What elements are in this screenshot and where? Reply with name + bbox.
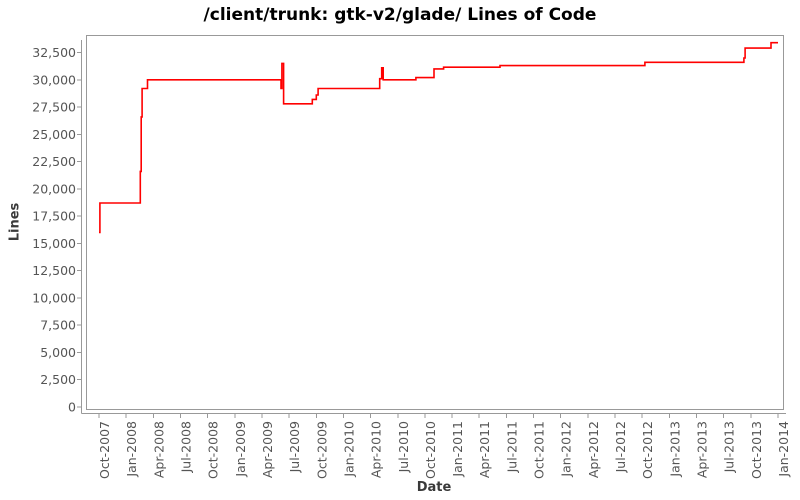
chart-title: /client/trunk: gtk-v2/glade/ Lines of Co… bbox=[203, 5, 597, 25]
y-tick-label: 0 bbox=[68, 400, 76, 415]
y-tick-label: 22,500 bbox=[32, 154, 76, 169]
x-tick-label: Jul-2013 bbox=[722, 421, 737, 473]
x-tick-label: Jul-2009 bbox=[287, 421, 302, 473]
x-tick-label: Jul-2012 bbox=[613, 421, 628, 473]
y-tick-label: 12,500 bbox=[32, 263, 76, 278]
x-tick-label: Oct-2012 bbox=[640, 421, 655, 479]
y-tick-label: 15,000 bbox=[32, 236, 76, 251]
x-tick-label: Oct-2013 bbox=[749, 421, 764, 479]
y-tick-label: 32,500 bbox=[32, 45, 76, 60]
x-tick-label: Oct-2008 bbox=[206, 421, 221, 479]
plot-border bbox=[86, 35, 784, 410]
x-tick-label: Oct-2011 bbox=[532, 421, 547, 479]
x-tick-label: Apr-2011 bbox=[477, 421, 492, 478]
x-tick-label: Oct-2010 bbox=[423, 421, 438, 479]
x-tick-label: Apr-2013 bbox=[695, 421, 710, 478]
y-tick-label: 7,500 bbox=[40, 318, 76, 333]
y-tick-label: 20,000 bbox=[32, 181, 76, 196]
loc-series-line bbox=[99, 41, 778, 234]
y-tick-label: 17,500 bbox=[32, 209, 76, 224]
x-tick-label: Apr-2009 bbox=[260, 421, 275, 478]
x-tick-label: Apr-2012 bbox=[586, 421, 601, 478]
x-tick-label: Jul-2010 bbox=[396, 421, 411, 473]
x-tick-label: Jan-2011 bbox=[450, 421, 465, 478]
x-tick-label: Jan-2009 bbox=[233, 421, 248, 478]
x-tick-label: Apr-2008 bbox=[151, 421, 166, 478]
y-tick-label: 27,500 bbox=[32, 100, 76, 115]
y-tick-label: 10,000 bbox=[32, 290, 76, 305]
y-axis-title: Lines bbox=[7, 202, 23, 242]
x-tick-label: Jul-2008 bbox=[178, 421, 193, 473]
y-tick-label: 5,000 bbox=[40, 345, 76, 360]
x-tick-label: Jan-2008 bbox=[124, 421, 139, 478]
x-tick-label: Oct-2007 bbox=[97, 421, 112, 479]
y-tick-label: 25,000 bbox=[32, 127, 76, 142]
x-tick-label: Jan-2013 bbox=[667, 421, 682, 478]
x-tick-label: Jan-2014 bbox=[776, 421, 791, 478]
y-tick-label: 2,500 bbox=[40, 372, 76, 387]
x-tick-label: Jul-2011 bbox=[504, 421, 519, 473]
x-tick-label: Jan-2010 bbox=[341, 421, 356, 478]
x-tick-label: Jan-2012 bbox=[559, 421, 574, 478]
x-tick-label: Oct-2009 bbox=[314, 421, 329, 479]
y-tick-label: 30,000 bbox=[32, 72, 76, 87]
x-tick-label: Apr-2010 bbox=[369, 421, 384, 478]
x-axis-title: Date bbox=[416, 480, 452, 495]
